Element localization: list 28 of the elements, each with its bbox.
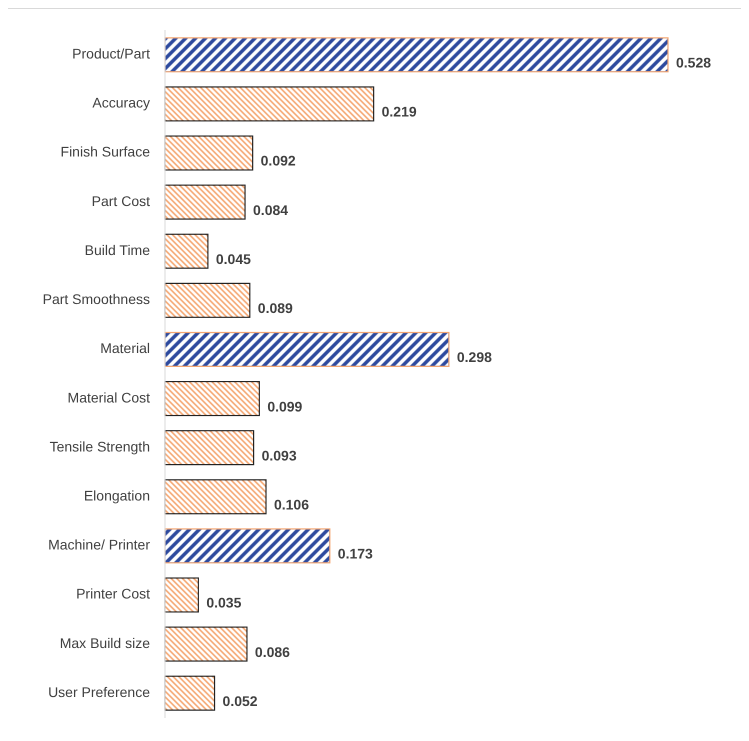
data-label: 0.173 [338, 546, 374, 562]
data-label: 0.092 [260, 152, 296, 169]
data-label: 0.219 [382, 104, 417, 120]
y-tick-label: Material Cost [68, 389, 150, 406]
data-label: 0.035 [206, 594, 242, 611]
y-tick-label: Material [100, 340, 150, 356]
y-tick-label: User Preference [48, 684, 150, 700]
data-label: 0.045 [216, 250, 252, 267]
data-label: 0.298 [456, 349, 492, 366]
y-tick-label: Elongation [84, 487, 150, 504]
y-tick-label: Accuracy [92, 94, 150, 111]
y-tick-label: Printer Cost [76, 586, 150, 602]
y-tick-label: Product/Part [72, 46, 150, 62]
y-tick-label: Part Cost [92, 192, 150, 209]
data-label: 0.089 [258, 300, 294, 316]
y-tick-label: Max Build size [60, 634, 150, 651]
data-label: 0.084 [253, 202, 288, 218]
y-tick-label: Part Smoothness [42, 291, 150, 308]
y-tick-label: Tensile Strength [50, 438, 150, 454]
data-label: 0.093 [262, 447, 297, 464]
y-tick-label: Finish Surface [60, 144, 150, 160]
data-label: 0.086 [254, 644, 290, 660]
data-label: 0.528 [676, 54, 712, 71]
y-tick-label: Machine/ Printer [48, 536, 150, 553]
y-tick-label: Build Time [84, 242, 150, 258]
data-label: 0.099 [267, 398, 303, 414]
data-label: 0.106 [274, 496, 310, 512]
data-label: 0.052 [222, 692, 258, 709]
